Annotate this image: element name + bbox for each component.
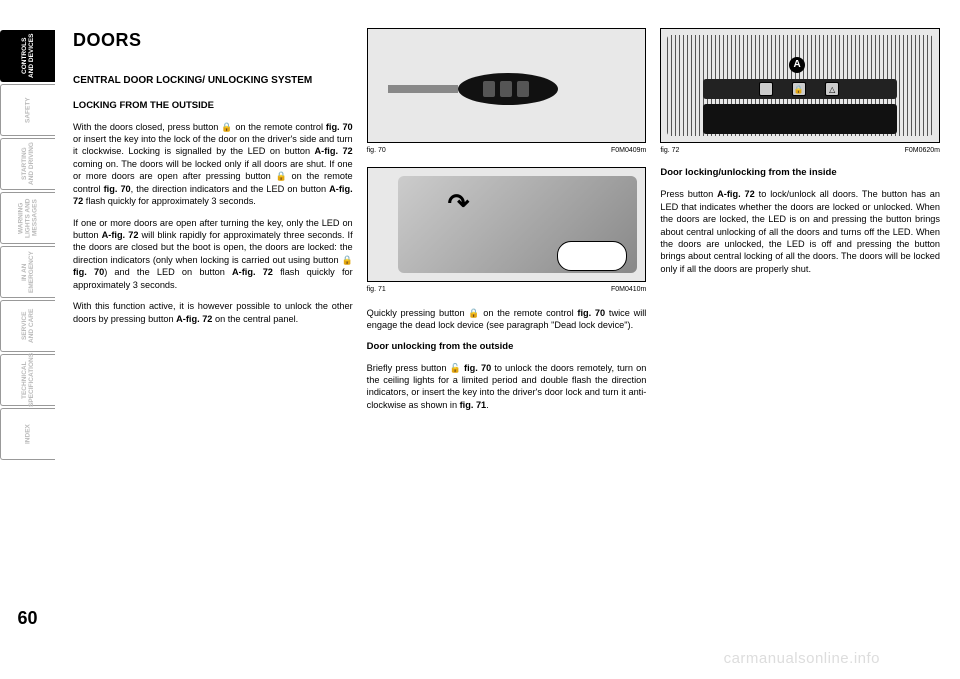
subsection-heading: Door unlocking from the outside <box>367 341 647 354</box>
lock-icon: 🔒 <box>221 121 232 133</box>
figure-label: fig. 71 <box>367 285 386 294</box>
tab-warning-lights[interactable]: WARNINGLIGHTS ANDMESSAGES <box>0 192 55 244</box>
lock-icon: 🔒 <box>468 307 479 319</box>
body-text: Quickly pressing button 🔒 on the remote … <box>367 307 647 332</box>
tab-technical-specs[interactable]: TECHNICALSPECIFICATIONS <box>0 354 55 406</box>
figure-71: ↷ <box>367 167 647 282</box>
keyfob-icon <box>557 241 627 271</box>
column-3: A 🔒 △ fig. 72 F0M0620m Door locking/unlo… <box>660 28 940 659</box>
body-text: Press button A-fig. 72 to lock/unlock al… <box>660 188 940 275</box>
body-text: With this function active, it is however… <box>73 300 353 325</box>
radio-icon <box>703 104 897 134</box>
column-2: fig. 70 F0M0409m ↷ fig. 71 F0M0410m Quic… <box>367 28 647 659</box>
body-text: Briefly press button 🔓 fig. 70 to unlock… <box>367 362 647 412</box>
figure-code: F0M0409m <box>611 146 646 155</box>
arrow-icon: ↷ <box>448 186 470 221</box>
figure-72: A 🔒 △ <box>660 28 940 143</box>
key-icon <box>388 69 568 109</box>
dash-lock-button-icon: 🔒 <box>792 82 806 96</box>
figure-caption: fig. 71 F0M0410m <box>367 285 647 294</box>
figure-code: F0M0410m <box>611 285 646 294</box>
hazard-button-icon: △ <box>825 82 839 96</box>
figure-70 <box>367 28 647 143</box>
unlock-icon: 🔓 <box>450 362 461 374</box>
tab-index[interactable]: INDEX <box>0 408 55 460</box>
column-1: DOORS CENTRAL DOOR LOCKING/ UNLOCKING SY… <box>73 28 353 659</box>
figure-caption: fig. 70 F0M0409m <box>367 146 647 155</box>
lock-icon: 🔒 <box>341 254 352 266</box>
tab-emergency[interactable]: IN ANEMERGENCY <box>0 246 55 298</box>
dash-button-icon <box>759 82 773 96</box>
tab-starting-driving[interactable]: STARTINGAND DRIVING <box>0 138 55 190</box>
page: CONTROLSAND DEVICES SAFETY STARTINGAND D… <box>0 0 960 679</box>
figure-label: fig. 72 <box>660 146 679 155</box>
body-text: If one or more doors are open after turn… <box>73 217 353 292</box>
subsection-heading: Door locking/unlocking from the inside <box>660 167 940 180</box>
tab-controls-devices[interactable]: CONTROLSAND DEVICES <box>0 30 55 82</box>
page-number: 60 <box>0 608 55 629</box>
callout-a: A <box>789 57 805 73</box>
content: DOORS CENTRAL DOOR LOCKING/ UNLOCKING SY… <box>55 0 960 679</box>
page-title: DOORS <box>73 28 353 52</box>
figure-code: F0M0620m <box>905 146 940 155</box>
figure-caption: fig. 72 F0M0620m <box>660 146 940 155</box>
subsection-heading: LOCKING FROM THE OUTSIDE <box>73 100 353 113</box>
tab-service-care[interactable]: SERVICEAND CARE <box>0 300 55 352</box>
tab-safety[interactable]: SAFETY <box>0 84 55 136</box>
figure-label: fig. 70 <box>367 146 386 155</box>
watermark: carmanualsonline.info <box>724 650 880 667</box>
lock-icon: 🔒 <box>276 170 287 182</box>
section-heading: CENTRAL DOOR LOCKING/ UNLOCKING SYSTEM <box>73 74 353 88</box>
sidebar: CONTROLSAND DEVICES SAFETY STARTINGAND D… <box>0 0 55 679</box>
body-text: With the doors closed, press button 🔒 on… <box>73 121 353 208</box>
